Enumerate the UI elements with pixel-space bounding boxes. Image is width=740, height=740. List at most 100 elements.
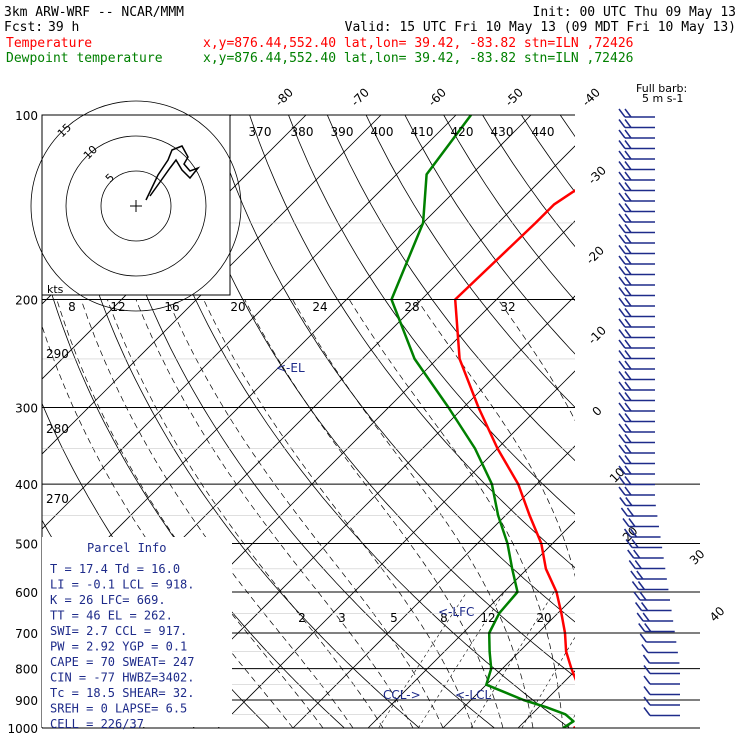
isotherm [367,520,575,728]
parcel-info-row: T = 17.4 Td = 16.0 [50,562,180,576]
el-marker: <-EL [276,361,305,375]
moist-adiabat [416,299,575,578]
barb-flag [624,266,632,275]
barb-flag [618,371,626,380]
theta-label: 390 [331,125,354,139]
barb-flag [618,266,626,275]
barb-flag [624,455,632,464]
isotherm [292,445,575,728]
barb-flag [624,329,632,338]
temperature-axis-label: -20 [583,243,607,267]
barb-flag [642,612,650,622]
barb-flag [618,182,626,191]
mixing-ratio-label: 2 [298,611,306,625]
temperature-axis-label: 40 [707,604,728,625]
isotherm [0,115,6,728]
mixing-ratio-label: 12 [480,611,495,625]
mixing-ratio-line [470,591,555,728]
barb-flag [618,171,626,181]
barb-flag [631,539,639,548]
moist-adiabat [349,299,564,728]
lfc-marker: <-LFC [438,605,474,619]
hodograph-ring [65,135,207,277]
barb-flag [624,150,632,160]
pressure-tick-label: 700 [15,627,38,641]
barb-flag [624,245,632,254]
barb-flag [638,623,646,632]
barb-flag [624,203,632,212]
barb-flag [618,224,626,233]
dry-adiabat [716,115,740,728]
barb-flag [624,119,632,128]
barb-flag [641,644,649,653]
temperature-axis-label: -80 [272,85,296,109]
pressure-tick-label: 500 [15,537,38,551]
temperature-axis-label: -60 [425,85,449,109]
barb-flag [624,224,632,233]
temperature-location: x,y=876.44,552.40 lat,lon= 39.42, -83.82… [203,36,633,51]
barb-flag [618,402,626,412]
barb-flag [624,276,632,286]
temperature-axis-label: -40 [579,85,603,109]
hodograph-ring [100,170,172,242]
fcst-label: Fcst: [4,20,43,35]
barb-note: Full barb: [636,82,687,95]
barb-flag [618,486,626,496]
barb-flag [627,549,635,559]
barb-flag [618,350,626,359]
barb-flag [618,360,626,370]
barb-flag [618,255,626,265]
moist-adiabat [713,300,740,729]
dry-adiabat [171,115,575,678]
theta-side-label: 280 [46,422,69,436]
temperature-profile [453,188,575,728]
moist-adiabat [497,299,575,422]
barb-flag [618,434,626,443]
parcel-info-row: PW = 2.92 YGP = 0.1 [50,640,187,654]
hodograph-unit: kts [47,283,64,296]
mixing-ratio-line [628,592,702,728]
barb-flag [624,339,632,349]
barb-flag [618,150,626,160]
hodograph-scale-label: 8 [68,300,76,314]
barb-flag [618,161,626,170]
pressure-tick-label: 300 [15,401,38,415]
theta-label: 430 [491,125,514,139]
isotherm [142,295,575,728]
wind-barbs [618,108,680,717]
temperature-axis-label: -30 [585,163,609,187]
mixing-ratio-line [418,591,505,728]
theta-side-label: 270 [46,492,69,506]
barb-flag [618,234,626,244]
barb-flag [626,507,635,517]
barb-flag [644,623,652,632]
barb-flag [618,455,626,464]
dry-adiabat [599,115,740,728]
barb-flag [624,444,632,454]
parcel-info-row: CAPE = 70 SWEAT= 247 [50,655,195,669]
theta-label: 400 [371,125,394,139]
theta-label: 370 [249,125,272,139]
barb-flag [629,528,638,538]
barb-flag [624,171,632,181]
moist-adiabat [244,299,504,728]
parcel-info-row: K = 26 LFC= 669. [50,593,166,607]
barb-flag [624,213,632,223]
barb-flag [625,497,633,506]
parcel-info-title: Parcel Info [87,541,166,555]
barb-flag [620,507,629,517]
barb-flag [624,350,632,359]
isotherm [217,370,575,728]
barb-flag [624,308,632,317]
mixing-ratio-label: 3 [338,611,346,625]
barb-flag [642,654,651,664]
pressure-tick-label: 900 [15,694,38,708]
pressure-tick-label: 1000 [7,722,38,736]
barb-flag [622,518,630,527]
pressure-tick-label: 200 [15,294,38,308]
isotherm [42,115,532,605]
barb-flag [643,665,651,674]
theta-label: 440 [532,125,555,139]
valid-time: Valid: 15 UTC Fri 10 May 13 (09 MDT Fri … [345,20,736,35]
